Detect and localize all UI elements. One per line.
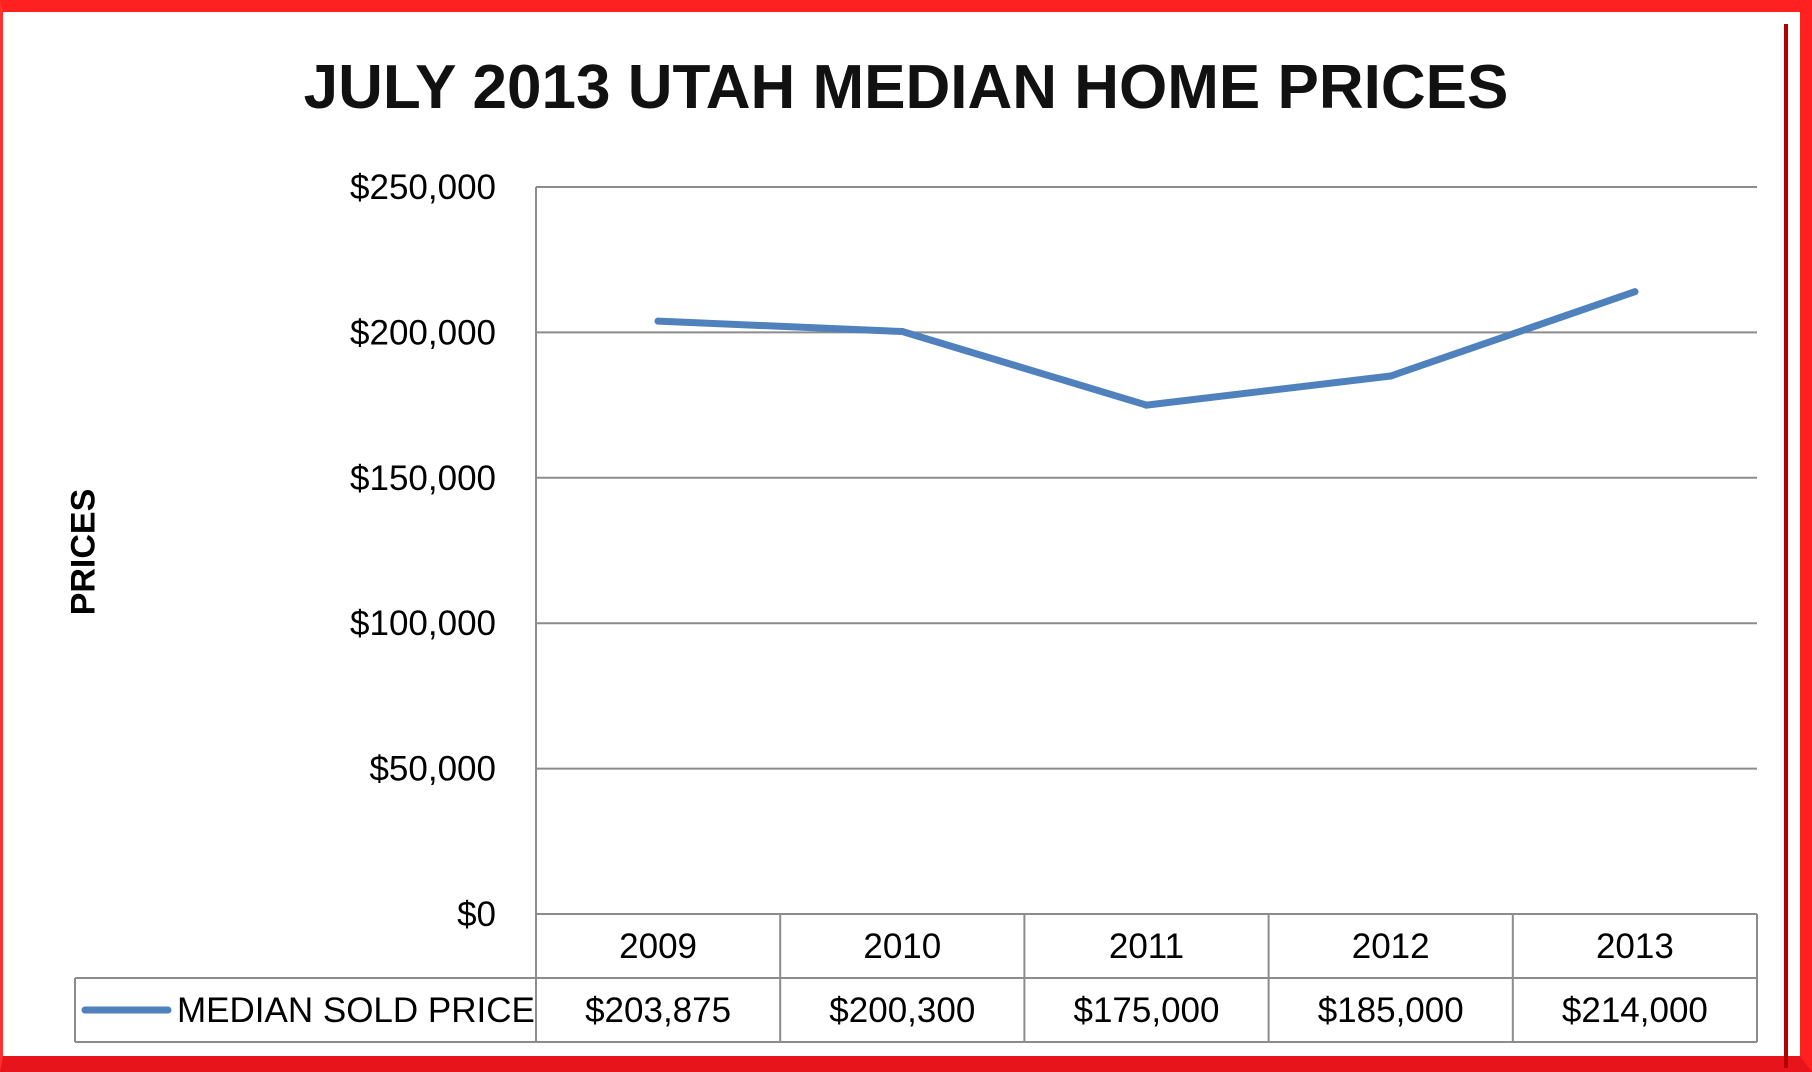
table-value-cell: $203,875 <box>585 991 731 1030</box>
series-line-segment <box>1143 372 1395 409</box>
series-line-segment <box>1387 288 1639 380</box>
table-value-cell: $185,000 <box>1318 991 1464 1030</box>
x-category-label: 2013 <box>1596 927 1674 966</box>
table-value-cell: $214,000 <box>1562 991 1708 1030</box>
series-point <box>1143 401 1150 409</box>
series-point <box>1631 288 1639 296</box>
y-tick-label: $100,000 <box>350 604 496 643</box>
series-line-segment <box>654 317 906 336</box>
y-tick-label: $250,000 <box>350 168 496 207</box>
y-tick-label: $150,000 <box>350 459 496 498</box>
series-point <box>654 317 662 325</box>
legend-series-name: MEDIAN SOLD PRICE <box>177 991 535 1030</box>
table-value-cell: $175,000 <box>1074 991 1220 1030</box>
y-tick-label: $0 <box>457 895 496 934</box>
x-category-label: 2011 <box>1109 927 1184 966</box>
table-value-cell: $200,300 <box>829 991 975 1030</box>
series-point <box>1387 372 1395 380</box>
gridlines <box>535 186 1757 914</box>
chart-title: JULY 2013 UTAH MEDIAN HOME PRICES <box>303 53 1509 122</box>
series-point <box>898 328 906 336</box>
series-lines <box>654 288 1639 409</box>
series-line-segment <box>898 328 1150 409</box>
data-table: 2009 2010 2011 2012 2013 MEDIAN SOLD PRICE $20… <box>74 913 1758 1043</box>
x-category-label: 2010 <box>863 927 941 966</box>
y-tick-label: $200,000 <box>350 313 496 352</box>
y-tick-label: $50,000 <box>369 750 496 789</box>
x-category-label: 2009 <box>619 927 697 966</box>
frame-shadow <box>1784 24 1788 1068</box>
x-category-label: 2012 <box>1352 927 1430 966</box>
y-tick-labels: $0 $50,000 $100,000 $150,000 $200,000 $250,00… <box>350 168 496 934</box>
